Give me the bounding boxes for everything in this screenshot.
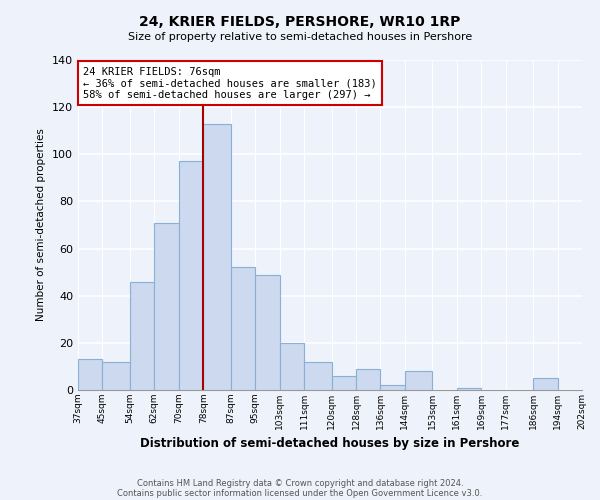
Bar — [304, 362, 332, 390]
Bar — [533, 378, 557, 390]
Bar — [203, 124, 231, 390]
Bar — [255, 274, 280, 390]
Bar — [103, 362, 130, 390]
Bar — [231, 268, 255, 390]
Text: 24, KRIER FIELDS, PERSHORE, WR10 1RP: 24, KRIER FIELDS, PERSHORE, WR10 1RP — [139, 15, 461, 29]
Text: Size of property relative to semi-detached houses in Pershore: Size of property relative to semi-detach… — [128, 32, 472, 42]
Bar — [154, 222, 179, 390]
Bar — [332, 376, 356, 390]
Text: Contains HM Land Registry data © Crown copyright and database right 2024.: Contains HM Land Registry data © Crown c… — [137, 478, 463, 488]
Bar — [356, 369, 380, 390]
Bar — [380, 386, 405, 390]
Bar — [130, 282, 154, 390]
Bar — [457, 388, 481, 390]
Y-axis label: Number of semi-detached properties: Number of semi-detached properties — [37, 128, 46, 322]
Text: 24 KRIER FIELDS: 76sqm
← 36% of semi-detached houses are smaller (183)
58% of se: 24 KRIER FIELDS: 76sqm ← 36% of semi-det… — [83, 66, 377, 100]
Text: Contains public sector information licensed under the Open Government Licence v3: Contains public sector information licen… — [118, 488, 482, 498]
Bar — [280, 343, 304, 390]
Bar — [179, 162, 203, 390]
Bar — [405, 371, 433, 390]
X-axis label: Distribution of semi-detached houses by size in Pershore: Distribution of semi-detached houses by … — [140, 438, 520, 450]
Bar — [78, 360, 103, 390]
